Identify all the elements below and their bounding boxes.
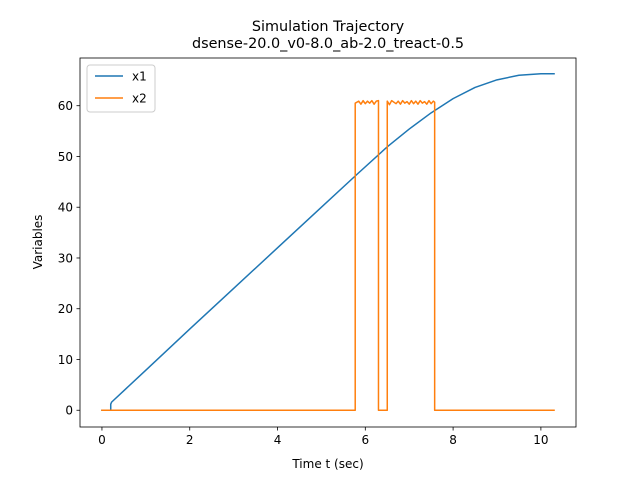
y-tick-label: 10 [58, 353, 73, 367]
y-tick-label: 30 [58, 251, 73, 265]
y-tick-label: 40 [58, 201, 73, 215]
y-tick-label: 0 [65, 404, 73, 418]
y-tick-label: 20 [58, 302, 73, 316]
x-tick-label: 6 [361, 433, 369, 447]
chart-title: Simulation Trajectory [252, 19, 405, 35]
x-tick-label: 2 [186, 433, 194, 447]
x-axis-ticks: 0 2 4 6 8 10 [98, 427, 549, 447]
series-line-x1 [101, 72, 555, 411]
series-line-x2 [101, 99, 555, 411]
chart-subtitle: dsense-20.0_v0-8.0_ab-2.0_treact-0.5 [192, 36, 464, 52]
plot-area: 0 2 4 6 8 10 0 10 20 30 40 50 60 [58, 57, 577, 447]
legend-label-x2: x2 [132, 91, 147, 105]
x-tick-label: 8 [449, 433, 457, 447]
y-axis-label: Variables [31, 215, 45, 270]
legend: x1 x2 [86, 64, 156, 113]
y-tick-label: 50 [58, 150, 73, 164]
x-tick-label: 4 [274, 433, 282, 447]
axes-frame [79, 57, 577, 428]
y-axis-ticks: 0 10 20 30 40 50 60 [58, 99, 80, 418]
legend-label-x1: x1 [132, 69, 147, 83]
x-axis-label: Time t (sec) [291, 457, 363, 471]
legend-entries: x1 x2 [95, 69, 147, 105]
series-layer [101, 72, 555, 411]
x-tick-label: 0 [98, 433, 106, 447]
x-tick-label: 10 [533, 433, 548, 447]
y-tick-label: 60 [58, 99, 73, 113]
